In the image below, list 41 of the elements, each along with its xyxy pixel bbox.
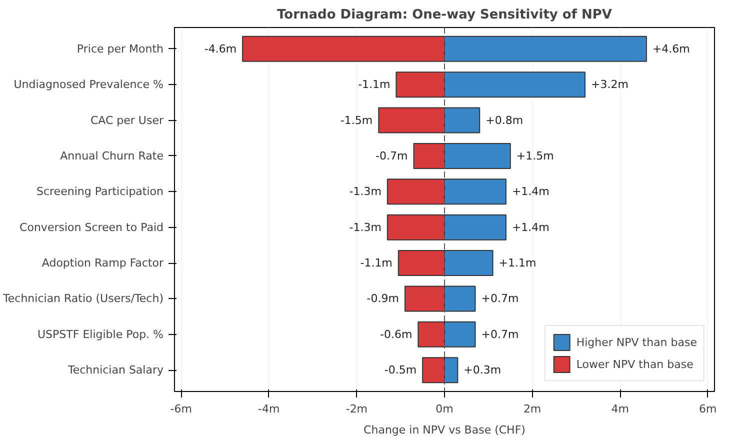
- data-label: +1.4m: [512, 185, 550, 198]
- y-tick-label: Technician Ratio (Users/Tech): [2, 292, 164, 306]
- data-label: +1.5m: [516, 149, 554, 162]
- data-label: +3.2m: [590, 78, 628, 92]
- x-tick-label: -2m: [346, 402, 368, 416]
- y-tick-label: Conversion Screen to Paid: [20, 220, 164, 234]
- y-tick-label: Annual Churn Rate: [60, 149, 164, 162]
- x-tick-label: 4m: [611, 402, 629, 416]
- x-tick-label: 2m: [523, 402, 542, 416]
- data-label: +1.4m: [512, 220, 550, 234]
- data-label: +1.1m: [498, 256, 536, 270]
- data-label: -1.1m: [358, 78, 390, 92]
- data-label: -0.5m: [384, 364, 417, 377]
- x-axis-title: Change in NPV vs Base (CHF): [364, 424, 526, 436]
- y-tick-label: USPSTF Eligible Pop. %: [38, 328, 164, 341]
- data-label: -0.7m: [376, 149, 408, 162]
- data-label: -1.1m: [360, 256, 392, 270]
- y-tick-label: Price per Month: [76, 42, 164, 56]
- data-label: +0.7m: [481, 292, 519, 306]
- y-tick-label: CAC per User: [90, 114, 164, 127]
- data-label: -0.9m: [366, 292, 399, 306]
- data-label: +4.6m: [652, 42, 690, 56]
- y-tick-label: Technician Salary: [66, 364, 164, 377]
- data-label: -4.6m: [204, 42, 237, 56]
- data-label: -1.5m: [340, 114, 373, 127]
- chart-title: Tornado Diagram: One-way Sensitivity of NPV: [277, 8, 612, 22]
- x-tick-label: 6m: [699, 402, 717, 416]
- x-tick-label: 0m: [436, 402, 454, 416]
- data-label: -1.3m: [349, 220, 382, 234]
- data-label: -1.3m: [349, 185, 382, 198]
- data-label: +0.8m: [486, 114, 524, 127]
- y-tick-label: Undiagnosed Prevalence %: [14, 78, 164, 92]
- data-label: +0.3m: [464, 364, 502, 377]
- legend-label: Higher NPV than base: [576, 336, 697, 348]
- data-label: -0.6m: [380, 328, 412, 341]
- y-tick-label: Screening Participation: [36, 185, 164, 198]
- data-label: +0.7m: [481, 328, 519, 341]
- y-tick-label: Adoption Ramp Factor: [42, 256, 164, 270]
- legend-label: Lower NPV than base: [576, 358, 694, 370]
- x-tick-label: -4m: [258, 402, 280, 416]
- x-tick-label: -6m: [170, 402, 192, 416]
